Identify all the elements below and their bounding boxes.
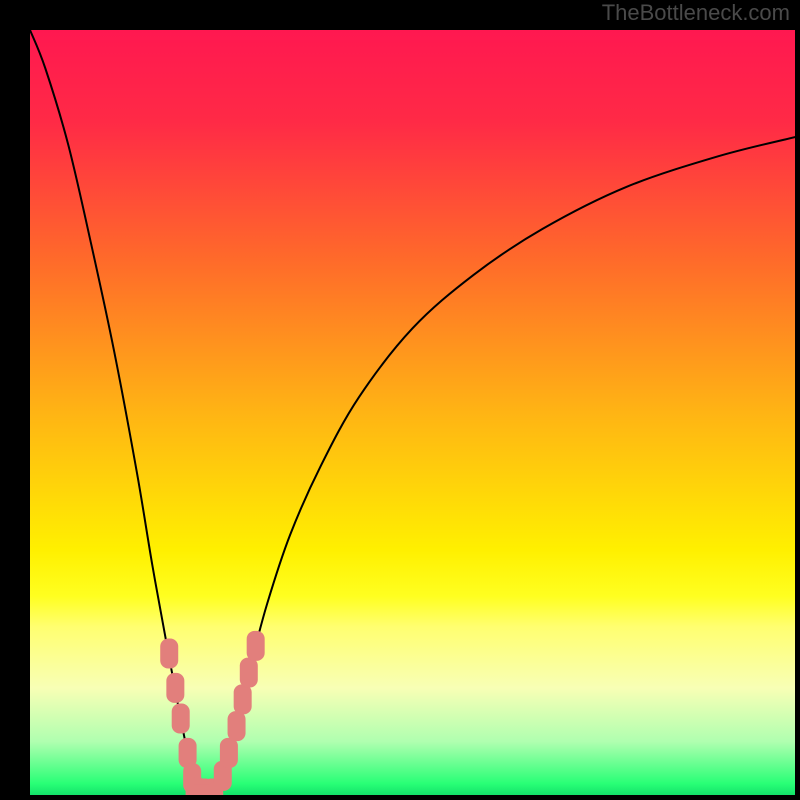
marker-pill [228,711,246,741]
marker-pill [172,704,190,734]
data-markers [30,30,795,795]
marker-pill [220,738,238,768]
marker-pill [240,658,258,688]
plot-area [30,30,795,795]
marker-pill [247,631,265,661]
marker-pill [160,638,178,668]
marker-pill [234,684,252,714]
marker-pill [166,673,184,703]
chart-stage: TheBottleneck.com [0,0,800,800]
watermark-text: TheBottleneck.com [602,0,790,26]
marker-pill [193,784,223,795]
